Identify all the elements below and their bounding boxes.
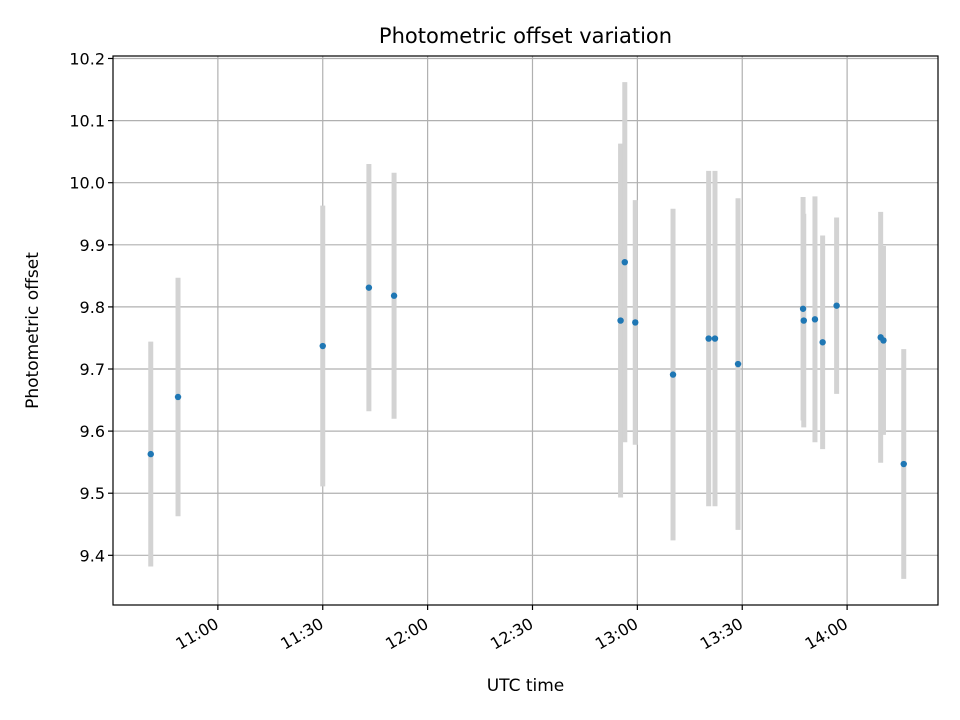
plot-frame xyxy=(112,55,939,606)
data-point xyxy=(669,371,677,378)
data-point xyxy=(390,292,398,299)
data-point xyxy=(632,319,639,326)
data-point xyxy=(365,284,373,291)
data-point xyxy=(705,335,712,342)
y-tick-label: 9.8 xyxy=(80,298,105,317)
data-point xyxy=(319,342,326,350)
y-axis-ticks: 9.4 9.5 9.6 9.7 9.8 9.9 10.0 10.1 10.2 xyxy=(69,49,113,565)
data-point xyxy=(811,316,819,323)
data-point xyxy=(711,335,719,342)
data-point xyxy=(734,360,742,368)
data-point xyxy=(174,393,182,401)
data-point xyxy=(617,317,624,324)
data-points xyxy=(147,258,907,468)
y-tick-label: 10.1 xyxy=(69,112,105,131)
y-tick-label: 10.0 xyxy=(69,174,105,193)
y-tick-label: 10.2 xyxy=(69,49,105,68)
y-axis-label: Photometric offset xyxy=(23,252,43,409)
x-axis-label: UTC time xyxy=(487,676,565,696)
data-point xyxy=(147,450,154,458)
data-point xyxy=(800,317,807,324)
data-point xyxy=(621,258,628,266)
y-tick-label: 9.6 xyxy=(80,422,105,441)
y-tick-label: 9.4 xyxy=(80,546,105,565)
data-point xyxy=(833,302,840,309)
data-point xyxy=(900,460,907,468)
data-point xyxy=(819,339,826,346)
chart-title: Photometric offset variation xyxy=(379,24,672,48)
data-point xyxy=(799,305,807,312)
y-tick-label: 9.5 xyxy=(80,484,105,503)
y-tick-label: 9.7 xyxy=(80,360,105,379)
y-tick-label: 9.9 xyxy=(80,236,105,255)
grid xyxy=(113,56,938,605)
data-point xyxy=(880,337,887,344)
